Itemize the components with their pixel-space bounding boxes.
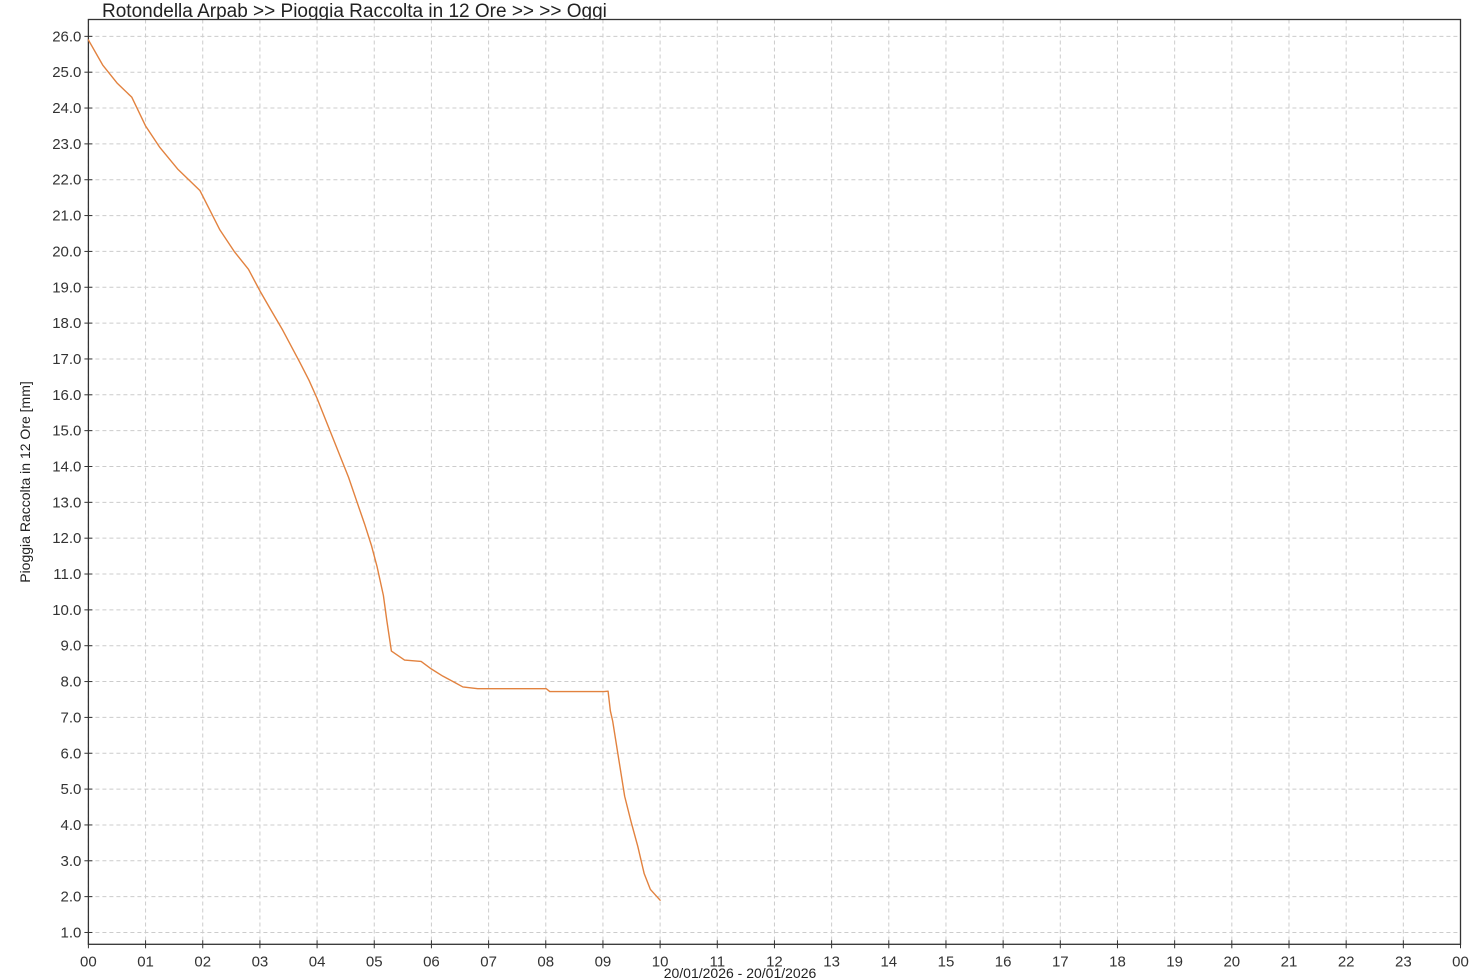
svg-text:8.0: 8.0 [61,674,82,691]
svg-text:15: 15 [938,953,955,970]
svg-text:18: 18 [1109,953,1126,970]
svg-text:19: 19 [1166,953,1183,970]
svg-text:14: 14 [880,953,897,970]
svg-text:24.0: 24.0 [52,100,81,117]
svg-text:6.0: 6.0 [61,745,82,762]
svg-text:26.0: 26.0 [52,28,81,45]
svg-text:08: 08 [537,953,554,970]
svg-text:03: 03 [252,953,269,970]
svg-text:15.0: 15.0 [52,423,81,440]
svg-text:9.0: 9.0 [61,638,82,655]
svg-text:14.0: 14.0 [52,458,81,475]
svg-text:22.0: 22.0 [52,172,81,189]
svg-text:4.0: 4.0 [61,817,82,834]
svg-text:17.0: 17.0 [52,351,81,368]
svg-text:23: 23 [1395,953,1412,970]
svg-text:11: 11 [709,953,725,970]
svg-text:00: 00 [80,953,97,970]
svg-text:17: 17 [1052,953,1069,970]
svg-text:7.0: 7.0 [61,709,82,726]
svg-text:25.0: 25.0 [52,64,81,81]
svg-text:20: 20 [1223,953,1240,970]
svg-text:00: 00 [1452,953,1469,970]
svg-text:18.0: 18.0 [52,315,81,332]
svg-text:21.0: 21.0 [52,208,81,225]
svg-text:19.0: 19.0 [52,279,81,296]
svg-text:23.0: 23.0 [52,136,81,153]
svg-text:10: 10 [652,953,669,970]
svg-text:12: 12 [766,953,783,970]
svg-text:1.0: 1.0 [61,924,82,941]
svg-text:02: 02 [194,953,211,970]
svg-text:06: 06 [423,953,440,970]
svg-text:16: 16 [995,953,1012,970]
svg-text:3.0: 3.0 [61,853,82,870]
svg-text:16.0: 16.0 [52,387,81,404]
svg-text:09: 09 [595,953,612,970]
svg-text:04: 04 [309,953,326,970]
svg-text:13.0: 13.0 [52,494,81,511]
svg-text:22: 22 [1338,953,1355,970]
svg-text:11.0: 11.0 [53,566,81,583]
svg-text:07: 07 [480,953,497,970]
svg-text:21: 21 [1281,953,1298,970]
svg-text:2.0: 2.0 [61,889,82,906]
svg-text:13: 13 [823,953,840,970]
svg-text:05: 05 [366,953,383,970]
svg-text:01: 01 [137,953,154,970]
svg-text:12.0: 12.0 [52,530,81,547]
svg-text:10.0: 10.0 [52,602,81,619]
svg-text:5.0: 5.0 [61,781,82,798]
svg-text:20.0: 20.0 [52,243,81,260]
